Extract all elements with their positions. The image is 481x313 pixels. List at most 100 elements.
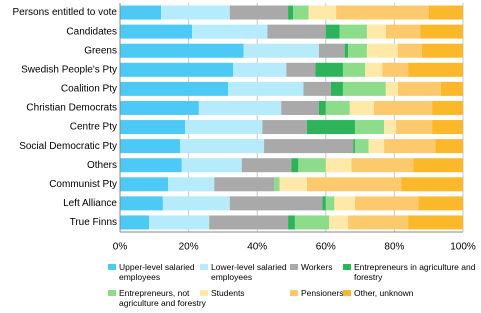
- y-tick-label: Persons entitled to vote: [12, 7, 117, 18]
- bar-segment: [149, 215, 210, 230]
- bar-segment: [162, 196, 230, 211]
- bar-segment: [306, 177, 402, 192]
- bar-segment: [408, 62, 463, 77]
- y-tick-label: Others: [87, 160, 117, 171]
- bar-segment: [168, 177, 215, 192]
- legend-item: Entrepreneurs in agriculture and forestr…: [343, 262, 481, 282]
- legend-swatch: [343, 290, 351, 296]
- y-tick-label: Communist Pty: [49, 179, 117, 190]
- bar-segment: [397, 43, 422, 58]
- bar-segment: [325, 196, 335, 211]
- bar-segment: [382, 62, 409, 77]
- bar-segment: [264, 139, 354, 154]
- bar-segment: [428, 5, 463, 20]
- legend-label: Workers: [301, 262, 333, 272]
- bar-segment: [274, 177, 280, 192]
- legend-swatch: [108, 264, 116, 270]
- bar-segment: [281, 100, 319, 115]
- bar-segment: [293, 5, 309, 20]
- legend-swatch: [343, 264, 351, 270]
- bar-segment: [354, 120, 385, 135]
- bar-segment: [366, 43, 398, 58]
- legend-item: Workers: [290, 262, 351, 272]
- bar-segment: [120, 177, 169, 192]
- x-tick-label: 100%: [450, 242, 476, 253]
- legend-label: Upper-level salaried employees: [119, 262, 195, 282]
- bar-segment: [286, 62, 316, 77]
- bar-segment: [385, 81, 398, 96]
- bar-segment: [120, 81, 229, 96]
- bar-segment: [354, 139, 369, 154]
- bar-segment: [288, 5, 294, 20]
- legend-swatch: [200, 264, 208, 270]
- legend-label: Pensioners: [301, 288, 344, 298]
- y-tick-label: Candidates: [66, 26, 117, 37]
- legend-item: Upper-level salaried employees: [108, 262, 207, 282]
- bar-segment: [120, 120, 186, 135]
- bar-segment: [241, 158, 292, 173]
- bar-segment: [262, 120, 307, 135]
- legend-label: Entrepreneurs, not agriculture and fores…: [119, 288, 206, 308]
- bar-segment: [120, 139, 181, 154]
- x-tick-label: 20%: [179, 242, 199, 253]
- y-tick-label: Centre Pty: [70, 122, 117, 133]
- bar-segment: [330, 81, 343, 96]
- bar-segment: [339, 24, 367, 39]
- bar-segment: [397, 81, 441, 96]
- bar-segment: [325, 158, 352, 173]
- bar-segment: [366, 24, 386, 39]
- x-tick-label: 0%: [113, 242, 128, 253]
- y-tick-label: Christian Democrats: [26, 103, 117, 114]
- bar-segment: [325, 24, 340, 39]
- bar-segment: [342, 62, 366, 77]
- bar-segment: [198, 100, 282, 115]
- bar-segment: [354, 196, 419, 211]
- bar-segment: [161, 5, 230, 20]
- bar-segment: [120, 43, 244, 58]
- bar-segment: [120, 215, 150, 230]
- legend-item: Other, unknown: [343, 288, 481, 298]
- legend-swatch: [290, 290, 298, 296]
- legend-swatch: [200, 290, 208, 296]
- y-tick-label: Swedish People's Pty: [21, 64, 117, 75]
- x-tick-label: 80%: [384, 242, 404, 253]
- bar-segment: [120, 196, 163, 211]
- legend-swatch: [290, 264, 298, 270]
- bar-segment: [303, 81, 331, 96]
- legend-item: Students: [200, 288, 297, 298]
- bar-segment: [420, 24, 463, 39]
- bar-segment: [351, 158, 414, 173]
- y-tick-label: Social Democratic Pty: [19, 141, 117, 152]
- y-tick-label: Coalition Pty: [61, 84, 117, 95]
- x-tick-label: 40%: [247, 242, 267, 253]
- bar-segment: [120, 100, 199, 115]
- bar-segment: [385, 24, 421, 39]
- bar-segment: [344, 43, 349, 58]
- bar-segment: [440, 81, 463, 96]
- legend-item: Lower-level salaried employees: [200, 262, 297, 282]
- y-tick-label: Left Alliance: [63, 198, 117, 209]
- bar-segment: [294, 215, 330, 230]
- bar-segment: [209, 215, 289, 230]
- bar-segment: [120, 62, 234, 77]
- legend-label: Other, unknown: [354, 288, 414, 298]
- bar-segment: [181, 158, 242, 173]
- bar-segment: [306, 120, 355, 135]
- bar-segment: [291, 158, 299, 173]
- bar-segment: [373, 100, 433, 115]
- bar-segment: [288, 215, 295, 230]
- bar-segment: [408, 215, 463, 230]
- bar-segment: [329, 215, 349, 230]
- bar-segment: [365, 62, 383, 77]
- bar-segment: [185, 120, 263, 135]
- bar-segment: [348, 43, 367, 58]
- bar-segment: [120, 24, 193, 39]
- bar-segment: [421, 43, 463, 58]
- bar-segment: [229, 5, 289, 20]
- bar-segment: [308, 5, 337, 20]
- bar-segment: [243, 43, 319, 58]
- legend-swatch: [108, 290, 116, 296]
- bar-segment: [298, 158, 326, 173]
- bar-segment: [318, 43, 345, 58]
